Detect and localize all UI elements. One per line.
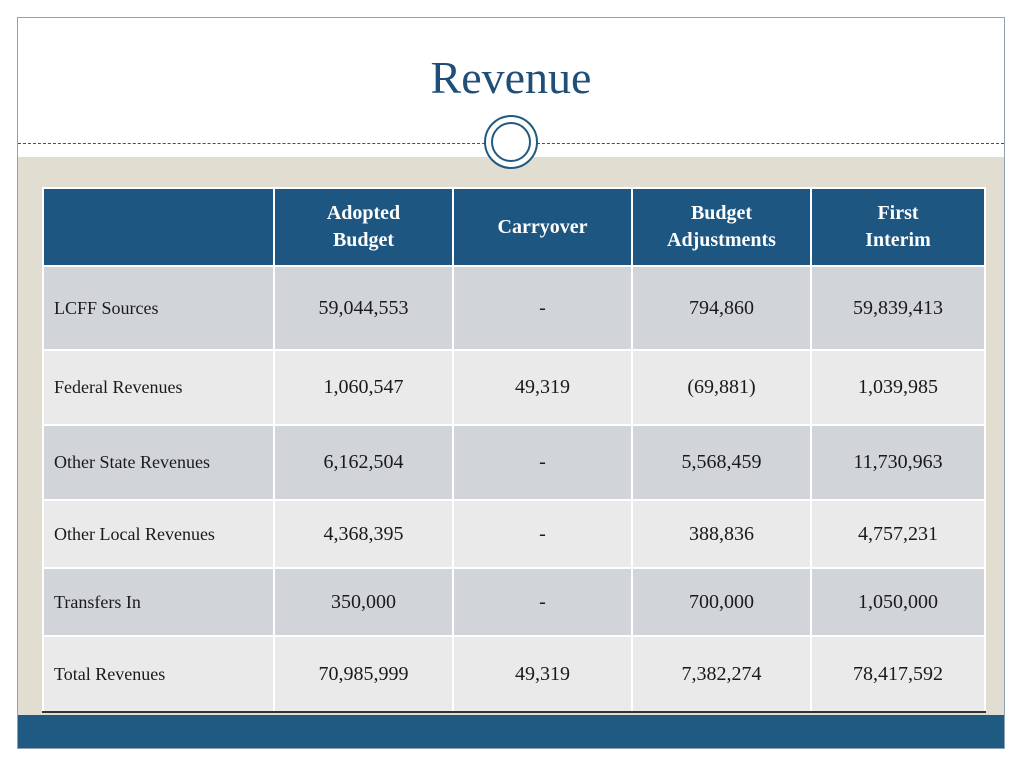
cell-adjustments: 7,382,274 <box>631 635 812 713</box>
header-label-column <box>42 187 275 267</box>
row-label: Federal Revenues <box>42 349 275 426</box>
cell-interim: 1,039,985 <box>810 349 986 426</box>
cell-adopted: 1,060,547 <box>273 349 454 426</box>
cell-carryover: 49,319 <box>452 349 633 426</box>
content-area: Adopted Budget Carryover Budget Adjustme… <box>18 157 1004 715</box>
cell-adjustments: 5,568,459 <box>631 424 812 501</box>
row-label: Other State Revenues <box>42 424 275 501</box>
table-row: Federal Revenues 1,060,547 49,319 (69,88… <box>42 349 986 426</box>
cell-interim: 1,050,000 <box>810 567 986 637</box>
header-adopted-budget: Adopted Budget <box>273 187 454 267</box>
table-row: Other State Revenues 6,162,504 - 5,568,4… <box>42 424 986 501</box>
slide: Revenue Adopted Budget Carryove <box>17 17 1005 749</box>
table-row: Other Local Revenues 4,368,395 - 388,836… <box>42 499 986 569</box>
cell-adopted: 6,162,504 <box>273 424 454 501</box>
cell-carryover: - <box>452 499 633 569</box>
circle-emblem-icon <box>484 115 538 169</box>
cell-adopted: 350,000 <box>273 567 454 637</box>
cell-carryover: 49,319 <box>452 635 633 713</box>
table-row-total: Total Revenues 70,985,999 49,319 7,382,2… <box>42 635 986 713</box>
table-row: Transfers In 350,000 - 700,000 1,050,000 <box>42 567 986 637</box>
header-budget-adjustments: Budget Adjustments <box>631 187 812 267</box>
cell-carryover: - <box>452 265 633 351</box>
header-first-interim: First Interim <box>810 187 986 267</box>
row-label: Total Revenues <box>42 635 275 713</box>
table-header-row: Adopted Budget Carryover Budget Adjustme… <box>42 187 986 267</box>
cell-adjustments: 700,000 <box>631 567 812 637</box>
revenue-table: Adopted Budget Carryover Budget Adjustme… <box>42 187 986 713</box>
cell-interim: 59,839,413 <box>810 265 986 351</box>
cell-carryover: - <box>452 424 633 501</box>
page-title: Revenue <box>430 52 592 103</box>
row-label: Transfers In <box>42 567 275 637</box>
footer-bar <box>18 715 1004 748</box>
header-carryover: Carryover <box>452 187 633 267</box>
table-row: LCFF Sources 59,044,553 - 794,860 59,839… <box>42 265 986 351</box>
cell-carryover: - <box>452 567 633 637</box>
row-label: LCFF Sources <box>42 265 275 351</box>
cell-adopted: 4,368,395 <box>273 499 454 569</box>
cell-adjustments: 388,836 <box>631 499 812 569</box>
cell-adopted: 70,985,999 <box>273 635 454 713</box>
cell-interim: 78,417,592 <box>810 635 986 713</box>
row-label: Other Local Revenues <box>42 499 275 569</box>
cell-adjustments: (69,881) <box>631 349 812 426</box>
cell-interim: 4,757,231 <box>810 499 986 569</box>
cell-interim: 11,730,963 <box>810 424 986 501</box>
cell-adopted: 59,044,553 <box>273 265 454 351</box>
cell-adjustments: 794,860 <box>631 265 812 351</box>
inner-ring <box>491 122 531 162</box>
